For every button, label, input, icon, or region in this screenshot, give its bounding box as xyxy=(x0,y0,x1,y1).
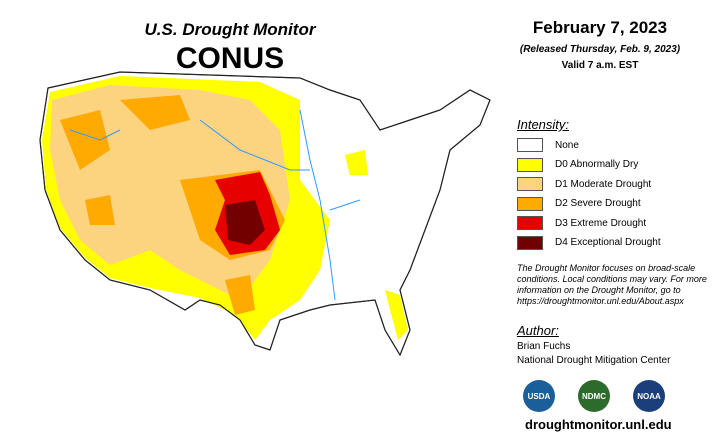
legend-title: Intensity: xyxy=(517,117,570,132)
drought-area xyxy=(345,150,408,340)
legend-swatch xyxy=(517,216,543,230)
logo: NDMC xyxy=(578,380,610,412)
legend-label: D0 Abnormally Dry xyxy=(555,159,639,170)
legend-label: D3 Extreme Drought xyxy=(555,217,647,229)
note: The Drought Monitor focuses on broad-sca… xyxy=(517,263,707,306)
legend-swatch xyxy=(517,177,543,191)
legend-item: D0 Abnormally Dry xyxy=(517,157,639,172)
legend-item: None xyxy=(517,138,579,152)
logo: NOAA xyxy=(633,380,665,412)
title: U.S. Drought Monitor xyxy=(144,20,316,39)
url[interactable]: droughtmonitor.unl.edu xyxy=(525,417,672,432)
author-name: Brian Fuchs xyxy=(517,341,571,352)
legend-label: D4 Exceptional Drought xyxy=(555,237,661,248)
legend-label: D1 Moderate Drought xyxy=(555,178,652,190)
drought-areas xyxy=(42,76,408,340)
valid: Valid 7 a.m. EST xyxy=(561,60,639,71)
subtitle: CONUS xyxy=(175,42,285,75)
legend-swatch xyxy=(517,235,543,250)
released: (Released Thursday, Feb. 9, 2023) xyxy=(519,44,681,55)
rivers xyxy=(69,109,361,301)
date: February 7, 2023 xyxy=(532,18,668,37)
legend-item: D3 Extreme Drought xyxy=(517,216,646,230)
us-border xyxy=(39,71,491,357)
legend-item: D4 Exceptional Drought xyxy=(517,235,661,250)
map xyxy=(39,71,491,357)
logo: USDA xyxy=(523,380,555,412)
legend-label: D2 Severe Drought xyxy=(555,198,641,209)
legend-item: D2 Severe Drought xyxy=(517,196,641,211)
legend-item: D1 Moderate Drought xyxy=(517,177,651,191)
legend-swatch xyxy=(517,157,543,172)
legend-label: None xyxy=(555,139,579,151)
legend-swatch xyxy=(517,196,543,211)
author-heading: Author: xyxy=(517,323,559,338)
author-org: National Drought Mitigation Center xyxy=(517,355,671,366)
legend-swatch xyxy=(517,138,543,152)
drought-area xyxy=(225,200,265,245)
